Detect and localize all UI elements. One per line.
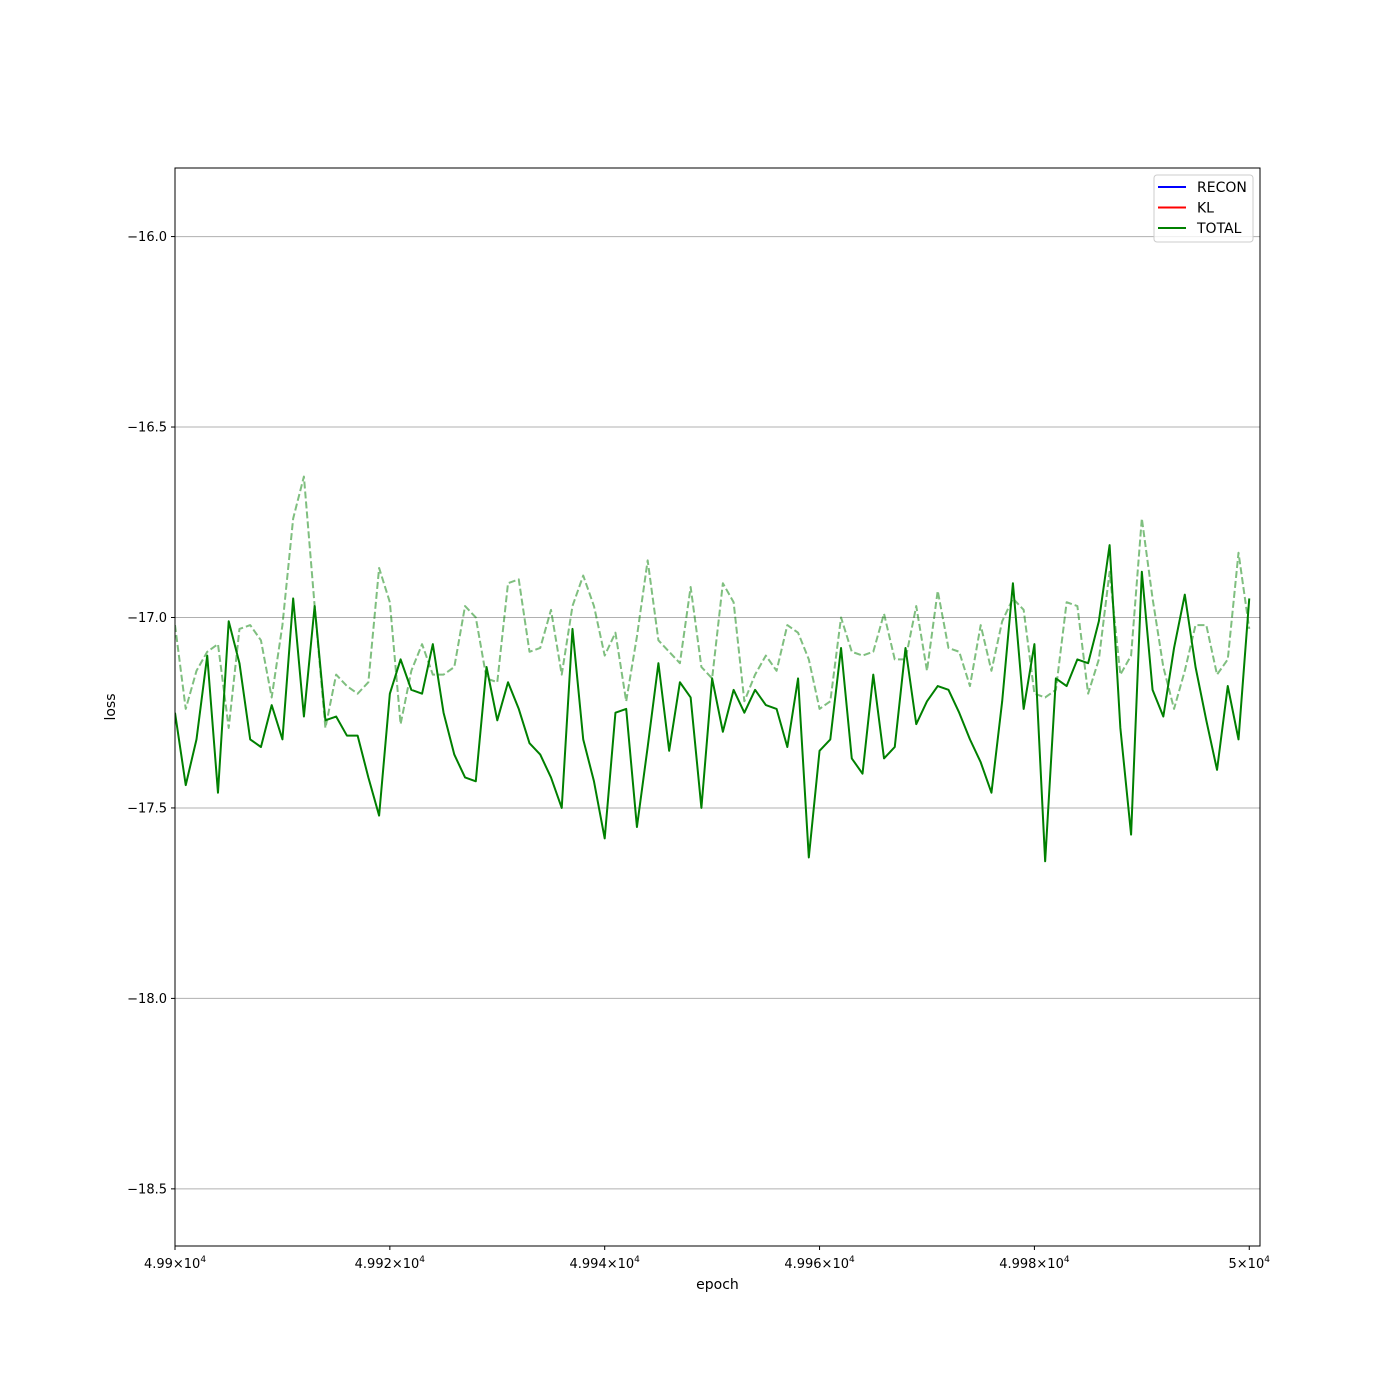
x-tick-mantissa: 4.994×10: [570, 1257, 635, 1272]
x-tick-exponent: 4: [1064, 1255, 1070, 1265]
x-tick-exponent: 4: [849, 1255, 855, 1265]
x-tick-mantissa: 4.99×10: [144, 1257, 200, 1272]
total-series-line: [175, 544, 1251, 863]
plot-area-frame: [174, 167, 1261, 1247]
legend-label-recon: RECON: [1197, 180, 1247, 196]
y-tick-label: −16.5: [127, 421, 167, 436]
x-tick-mantissa: 5×10: [1229, 1257, 1265, 1272]
x-tick-mantissa: 4.996×10: [784, 1257, 849, 1272]
y-tick-label: −18.0: [127, 992, 167, 1007]
series-layer: [175, 475, 1251, 863]
total-dashed-series-line: [175, 475, 1251, 729]
y-axis-label: loss: [103, 693, 119, 720]
x-tick-label: 4.994×104: [570, 1255, 641, 1272]
x-tick-label: 4.992×104: [355, 1255, 426, 1272]
x-tick-exponent: 4: [200, 1255, 206, 1265]
x-tick-label: 4.99×104: [144, 1255, 206, 1272]
x-tick-exponent: 4: [634, 1255, 640, 1265]
y-axis-ticks: −16.0 −16.5 −17.0 −17.5 −18.0 −18.5: [127, 230, 175, 1197]
x-axis-label: epoch: [696, 1277, 739, 1293]
x-axis-ticks: 4.99×104 4.992×104 4.994×104 4.996×104 4.998…: [144, 1246, 1270, 1272]
x-tick-exponent: 4: [1264, 1255, 1270, 1265]
grid-lines: [175, 236, 1260, 1190]
y-tick-label: −17.0: [127, 611, 167, 626]
x-tick-label: 5×104: [1229, 1255, 1271, 1272]
x-tick-exponent: 4: [419, 1255, 425, 1265]
x-tick-mantissa: 4.998×10: [999, 1257, 1064, 1272]
x-tick-label: 4.998×104: [999, 1255, 1070, 1272]
legend-label-kl: KL: [1197, 201, 1214, 217]
y-tick-label: −17.5: [127, 801, 167, 816]
y-tick-label: −18.5: [127, 1182, 167, 1197]
x-tick-mantissa: 4.992×10: [355, 1257, 420, 1272]
legend: RECON KL TOTAL: [1153, 174, 1254, 243]
x-tick-label: 4.996×104: [784, 1255, 855, 1272]
legend-label-total: TOTAL: [1196, 221, 1242, 237]
y-tick-label: −16.0: [127, 230, 167, 245]
legend-box: [1153, 174, 1254, 243]
